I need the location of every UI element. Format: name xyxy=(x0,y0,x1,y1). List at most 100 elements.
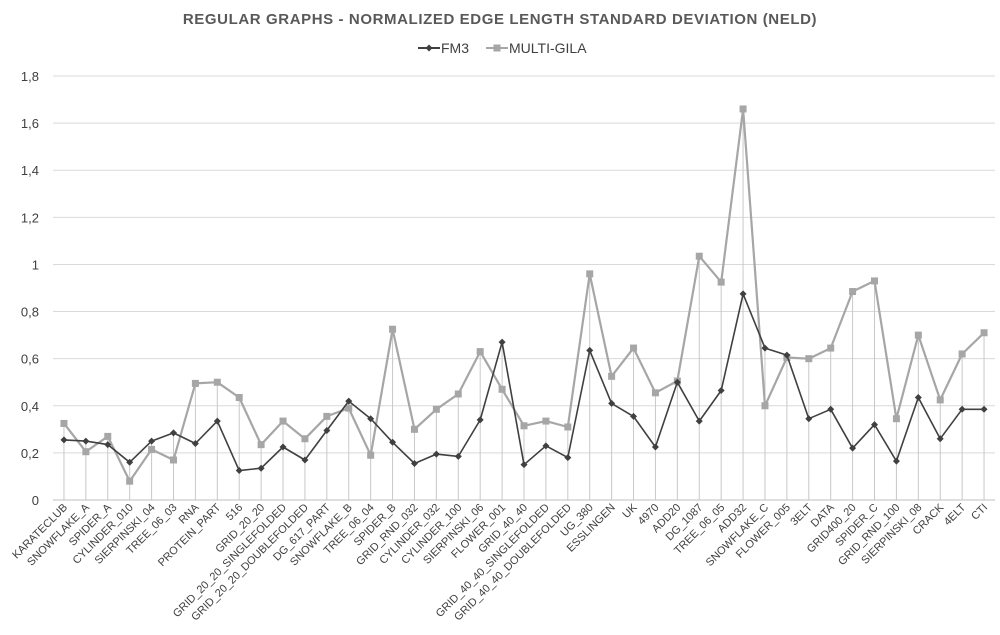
data-point xyxy=(257,441,265,449)
y-axis: 0 0,2 0,4 0,6 0,8 1 1,2 1,4 1,6 1,8 xyxy=(21,69,39,508)
data-point xyxy=(651,389,659,397)
data-point xyxy=(805,355,813,363)
data-point xyxy=(783,351,791,359)
data-point xyxy=(739,290,747,298)
series-multi-gila xyxy=(60,105,988,485)
data-point xyxy=(126,477,134,485)
data-point xyxy=(432,405,440,413)
legend-item: MULTI-GILA xyxy=(486,40,587,56)
data-point xyxy=(191,439,199,447)
x-tick-label: CTI xyxy=(969,502,990,523)
data-point xyxy=(520,461,528,469)
gridlines xyxy=(53,75,995,454)
data-point xyxy=(695,417,703,425)
y-tick-label: 0 xyxy=(32,493,39,508)
data-point xyxy=(169,429,177,437)
data-point xyxy=(323,412,331,420)
data-point xyxy=(257,464,265,472)
data-point xyxy=(432,450,440,458)
data-point xyxy=(651,443,659,451)
legend-item: FM3 xyxy=(418,40,469,56)
chart-title: REGULAR GRAPHS - NORMALIZED EDGE LENGTH … xyxy=(183,11,817,28)
data-point xyxy=(60,419,68,427)
data-point xyxy=(980,405,988,413)
legend: FM3 MULTI-GILA xyxy=(418,40,587,56)
data-point xyxy=(871,421,879,429)
data-point xyxy=(104,432,112,440)
data-point xyxy=(608,372,616,380)
data-point xyxy=(498,385,506,393)
data-point xyxy=(301,435,309,443)
x-axis: KARATECLUBSNOWFLAKE_ASPIDER_ACYLINDER_01… xyxy=(10,499,995,623)
data-point xyxy=(389,438,397,446)
data-point xyxy=(805,415,813,423)
drop-lines xyxy=(63,108,985,500)
data-point xyxy=(695,252,703,260)
y-tick-label: 0,8 xyxy=(21,305,39,320)
data-point xyxy=(389,325,397,333)
data-point xyxy=(476,348,484,356)
data-point xyxy=(849,444,857,452)
x-tick-label: 4ELT xyxy=(942,501,969,528)
data-point xyxy=(213,417,221,425)
data-point xyxy=(345,397,353,405)
data-point xyxy=(279,417,287,425)
data-point xyxy=(498,338,506,346)
data-point xyxy=(542,417,550,425)
data-point xyxy=(630,344,638,352)
data-point xyxy=(169,456,177,464)
y-tick-label: 1,8 xyxy=(21,69,39,84)
data-point xyxy=(82,448,90,456)
data-point xyxy=(410,459,418,467)
data-point xyxy=(520,422,528,430)
data-point xyxy=(367,415,375,423)
data-point xyxy=(235,394,243,402)
data-point xyxy=(104,441,112,449)
data-point xyxy=(761,402,769,410)
data-point xyxy=(191,379,199,387)
data-point xyxy=(871,277,879,285)
data-point xyxy=(936,396,944,404)
series-layer xyxy=(60,105,988,485)
y-tick-label: 1,2 xyxy=(21,210,39,225)
data-point xyxy=(892,457,900,465)
y-tick-label: 1,4 xyxy=(21,163,39,178)
legend-marker xyxy=(493,44,501,52)
data-point xyxy=(958,405,966,413)
series-fm3 xyxy=(60,290,988,475)
data-point xyxy=(148,445,156,453)
data-point xyxy=(673,378,681,386)
data-point xyxy=(126,458,134,466)
data-point xyxy=(717,386,725,394)
data-point xyxy=(827,405,835,413)
data-point xyxy=(148,437,156,445)
data-point xyxy=(849,288,857,296)
legend-label: FM3 xyxy=(441,40,469,56)
data-point xyxy=(630,412,638,420)
data-point xyxy=(914,331,922,339)
data-point xyxy=(454,452,462,460)
data-point xyxy=(827,344,835,352)
data-point xyxy=(717,278,725,286)
y-tick-label: 0,6 xyxy=(21,352,39,367)
data-point xyxy=(235,467,243,475)
data-point xyxy=(542,442,550,450)
data-point xyxy=(213,378,221,386)
data-point xyxy=(82,437,90,445)
y-tick-label: 0,2 xyxy=(21,446,39,461)
data-point xyxy=(60,436,68,444)
data-point xyxy=(980,329,988,337)
data-point xyxy=(564,454,572,462)
data-point xyxy=(892,415,900,423)
y-tick-label: 1 xyxy=(32,257,39,272)
data-point xyxy=(914,394,922,402)
data-point xyxy=(323,427,331,435)
legend-label: MULTI-GILA xyxy=(509,40,587,56)
data-point xyxy=(279,443,287,451)
data-point xyxy=(608,399,616,407)
data-point xyxy=(958,350,966,358)
data-point xyxy=(301,456,309,464)
legend-marker xyxy=(425,44,433,52)
data-point xyxy=(367,451,375,459)
